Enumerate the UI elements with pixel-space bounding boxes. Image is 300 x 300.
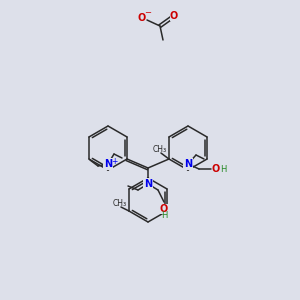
Text: O: O <box>212 164 220 174</box>
Text: H: H <box>161 212 167 220</box>
Text: +: + <box>111 157 117 166</box>
Text: O: O <box>170 11 178 21</box>
Text: N: N <box>184 159 192 169</box>
Text: O: O <box>160 204 168 214</box>
Text: CH₃: CH₃ <box>113 200 127 208</box>
Text: N: N <box>104 159 112 169</box>
Text: H: H <box>220 164 226 173</box>
Text: O: O <box>138 13 146 23</box>
Text: CH₃: CH₃ <box>153 146 167 154</box>
Text: −: − <box>145 8 152 17</box>
Text: N: N <box>144 179 152 189</box>
